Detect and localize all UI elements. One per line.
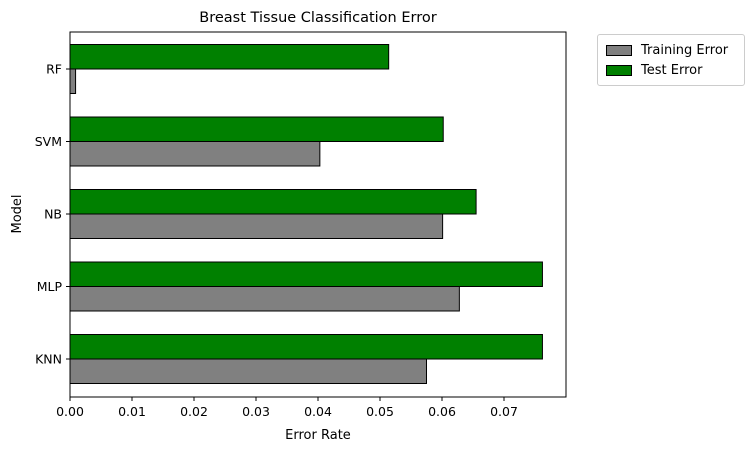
- bar-training-nb: [69, 213, 444, 239]
- bar-training-svm: [69, 141, 321, 167]
- bar-test-rf: [69, 44, 390, 70]
- x-tick-label: 0.01: [118, 404, 146, 419]
- y-tick-label: KNN: [35, 352, 62, 367]
- x-tick-label: 0.03: [242, 404, 270, 419]
- bars: [69, 44, 543, 384]
- bar-training-mlp: [69, 286, 460, 312]
- y-axis: KNN MLP NB SVM RF: [35, 62, 70, 367]
- bar-test-mlp: [69, 261, 543, 287]
- bar-training-rf: [69, 68, 77, 94]
- x-tick-label: 0.00: [56, 404, 84, 419]
- bar-training-knn: [69, 358, 427, 384]
- x-tick-label: 0.04: [304, 404, 332, 419]
- y-tick-label: RF: [46, 62, 62, 77]
- x-axis: 0.00 0.01 0.02 0.03 0.04 0.05 0.06 0.07: [56, 397, 518, 419]
- x-tick-label: 0.07: [490, 404, 518, 419]
- bar-test-nb: [69, 189, 477, 215]
- y-tick-label: SVM: [35, 134, 62, 149]
- y-axis-label: Model: [10, 194, 25, 233]
- legend-swatch-training: [606, 44, 632, 56]
- x-tick-label: 0.06: [428, 404, 456, 419]
- legend: Training Error Test Error: [597, 34, 745, 86]
- x-axis-label: Error Rate: [285, 428, 351, 443]
- legend-swatch-test: [606, 64, 632, 76]
- legend-label-test: Test Error: [641, 62, 703, 78]
- y-tick-label: NB: [44, 207, 62, 222]
- y-tick-label: MLP: [37, 279, 63, 294]
- legend-item-training: Training Error: [606, 42, 728, 58]
- x-tick-label: 0.02: [180, 404, 208, 419]
- x-tick-label: 0.05: [366, 404, 394, 419]
- bar-test-knn: [69, 334, 543, 360]
- legend-label-training: Training Error: [641, 42, 729, 58]
- legend-item-test: Test Error: [606, 62, 702, 78]
- chart-title: Breast Tissue Classification Error: [199, 10, 436, 26]
- bar-test-svm: [69, 116, 444, 142]
